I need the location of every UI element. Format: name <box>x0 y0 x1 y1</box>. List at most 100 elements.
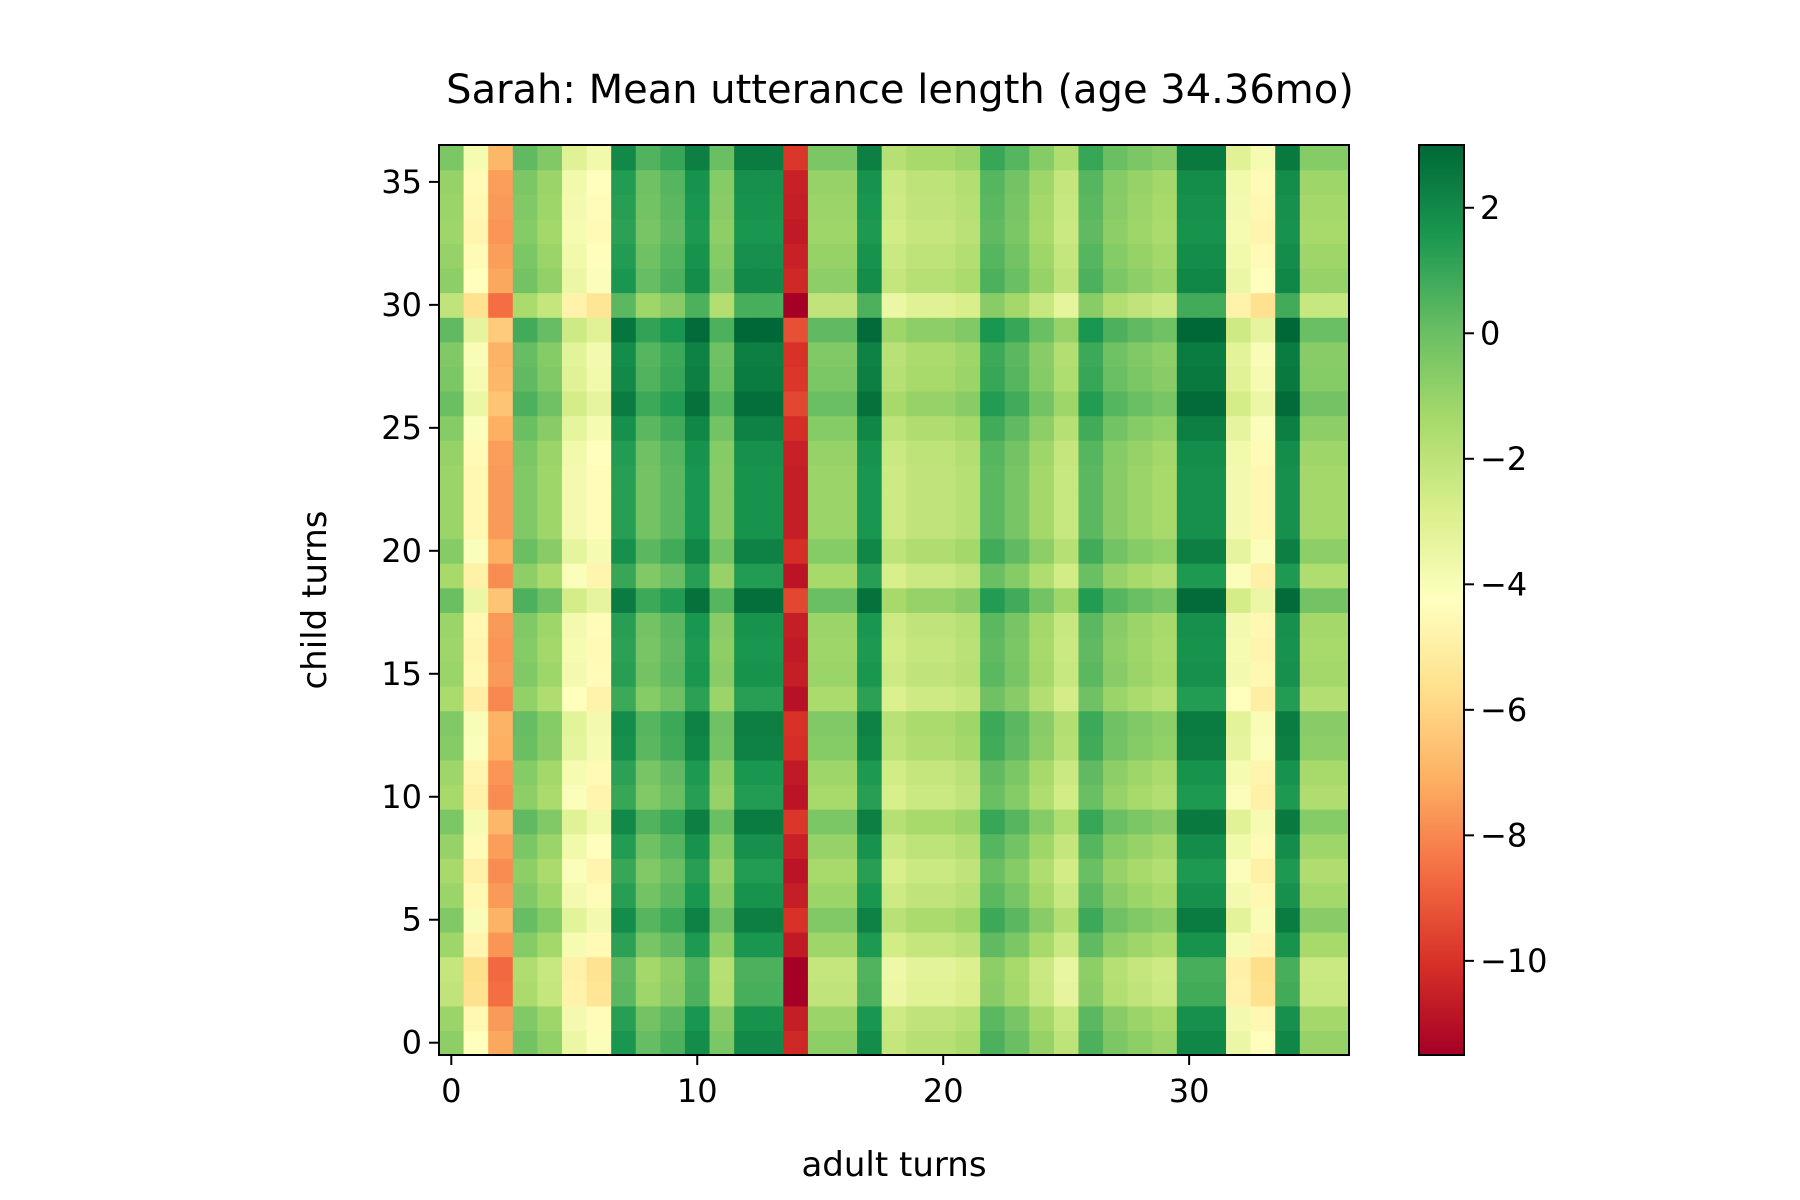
heatmap-cell <box>1078 686 1104 712</box>
heatmap-cell <box>955 415 981 441</box>
heatmap-cell <box>807 981 834 1007</box>
heatmap-cell <box>561 243 588 269</box>
heatmap-cell <box>512 636 538 663</box>
heatmap-cell <box>1250 686 1276 712</box>
heatmap-cell <box>1004 932 1030 958</box>
heatmap-cell <box>488 686 514 712</box>
heatmap-cell <box>930 194 957 220</box>
heatmap-cell <box>1078 981 1104 1007</box>
heatmap-cell <box>1029 932 1055 958</box>
heatmap-cell <box>1152 1005 1178 1031</box>
heatmap-cell <box>537 292 563 318</box>
heatmap-cell <box>857 636 883 663</box>
heatmap-cell <box>1053 956 1080 982</box>
heatmap-cell <box>1275 366 1301 392</box>
heatmap-cell <box>1152 513 1178 540</box>
heatmap-cell <box>1103 784 1129 810</box>
heatmap-cell <box>611 759 637 786</box>
heatmap-cell <box>1324 833 1350 859</box>
heatmap-cell <box>1275 759 1301 786</box>
heatmap-cell <box>463 464 489 490</box>
heatmap-cell <box>463 882 489 909</box>
heatmap-cell <box>1152 489 1178 515</box>
colorbar-ticks: 2 0 −2 −4 −6 −8 −10 <box>1464 189 1548 980</box>
heatmap-cell <box>1324 415 1350 441</box>
heatmap-cell <box>1250 1005 1276 1031</box>
heatmap-cell <box>1078 759 1104 786</box>
heatmap-cell <box>783 686 809 712</box>
heatmap-cell <box>709 1030 735 1056</box>
heatmap-cell <box>488 735 514 761</box>
heatmap-cell <box>1275 1005 1301 1031</box>
heatmap-cell <box>734 267 760 294</box>
heatmap-cell <box>586 169 612 195</box>
heatmap-cell <box>1275 710 1301 736</box>
heatmap-cell <box>1103 513 1129 540</box>
heatmap-cell <box>1152 218 1178 244</box>
heatmap-cell <box>1004 563 1030 589</box>
heatmap-cell <box>611 194 637 220</box>
heatmap-cell <box>586 956 612 982</box>
heatmap-cell <box>488 858 514 884</box>
heatmap-cell <box>1201 366 1227 392</box>
heatmap-cell <box>832 366 858 392</box>
heatmap-cell <box>1299 489 1325 515</box>
heatmap-cell <box>709 858 735 884</box>
heatmap-cell <box>807 267 834 294</box>
heatmap-cell <box>955 243 981 269</box>
heatmap-cell <box>734 587 760 613</box>
heatmap-cell <box>857 440 883 466</box>
heatmap-cell <box>684 932 711 958</box>
heatmap-cell <box>881 317 907 343</box>
heatmap-cell <box>1029 833 1055 859</box>
heatmap-cell <box>512 809 538 835</box>
heatmap-cell <box>1250 390 1276 417</box>
heatmap-cell <box>1053 882 1080 909</box>
heatmap-cell <box>881 194 907 220</box>
heatmap-cell <box>537 489 563 515</box>
heatmap-cell <box>955 686 981 712</box>
heatmap-cell <box>463 513 489 540</box>
heatmap-cell <box>1201 538 1227 564</box>
heatmap-cell <box>1275 784 1301 810</box>
heatmap-cell <box>1103 735 1129 761</box>
heatmap-cell <box>684 587 711 613</box>
heatmap-cell <box>1152 145 1178 171</box>
heatmap-cell <box>684 538 711 564</box>
heatmap-cell <box>734 145 760 171</box>
heatmap-cell <box>1299 710 1325 736</box>
heatmap-cell <box>684 686 711 712</box>
heatmap-cell <box>586 145 612 171</box>
heatmap-cell <box>857 759 883 786</box>
heatmap-cell <box>709 267 735 294</box>
heatmap-cell <box>586 932 612 958</box>
heatmap-cell <box>1299 833 1325 859</box>
heatmap-cell <box>611 661 637 687</box>
heatmap-cell <box>512 513 538 540</box>
heatmap-cell <box>537 981 563 1007</box>
heatmap-cell <box>1053 858 1080 884</box>
heatmap-cell <box>684 809 711 835</box>
heatmap-cell <box>1127 1030 1153 1056</box>
heatmap-cell <box>1226 882 1252 909</box>
heatmap-cell <box>1275 243 1301 269</box>
heatmap-cell <box>1053 759 1080 786</box>
heatmap-cell <box>660 563 686 589</box>
heatmap-cell <box>1103 489 1129 515</box>
heatmap-cell <box>1201 907 1227 933</box>
heatmap-cell <box>439 882 465 909</box>
heatmap-cell <box>1127 366 1153 392</box>
heatmap-cells <box>439 145 1350 1056</box>
heatmap-cell <box>611 563 637 589</box>
heatmap-cell <box>1152 907 1178 933</box>
heatmap-cell <box>906 710 932 736</box>
heatmap-cell <box>635 169 661 195</box>
heatmap-cell <box>709 292 735 318</box>
heatmap-cell <box>1078 145 1104 171</box>
heatmap-cell <box>1250 169 1276 195</box>
heatmap-cell <box>1127 735 1153 761</box>
heatmap-cell <box>783 513 809 540</box>
heatmap-cell <box>1029 243 1055 269</box>
heatmap-cell <box>1029 784 1055 810</box>
heatmap-cell <box>1226 145 1252 171</box>
